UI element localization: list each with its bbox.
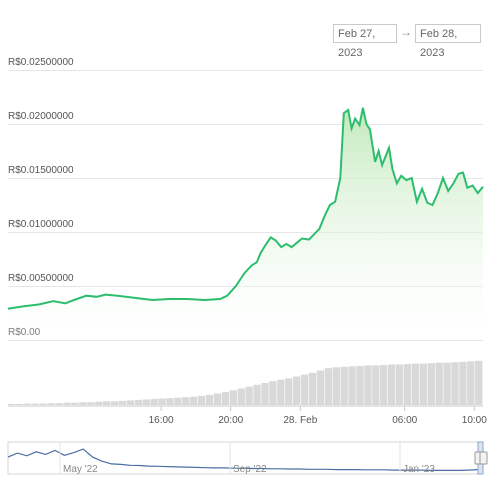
volume-bar (253, 384, 261, 405)
volume-bar (213, 393, 222, 405)
x-tick-label: 16:00 (149, 415, 174, 426)
y-tick-label: R$0.00500000 (8, 273, 74, 284)
navigator-tick-label: Jan '23 (403, 464, 435, 475)
volume-bar (245, 386, 253, 405)
volume-bar (87, 402, 95, 405)
volume-bar (364, 365, 372, 405)
x-tick-label: 20:00 (218, 415, 243, 426)
volume-bar (419, 363, 427, 405)
volume-bar (103, 401, 111, 405)
volume-bar (190, 396, 198, 405)
volume-bar (427, 363, 435, 405)
volume-bar (126, 400, 135, 405)
volume-bar (47, 403, 55, 405)
volume-bar (118, 400, 127, 405)
volume-bar (475, 360, 483, 405)
x-tick-label: 28. Feb (283, 415, 317, 426)
x-axis: 16:00 20:00 28. Feb 06:00 10:00 (149, 406, 487, 426)
volume-bar (174, 397, 182, 405)
volume-bar (277, 379, 285, 405)
volume-bar (15, 404, 24, 405)
volume-bar (411, 363, 420, 405)
volume-bar (237, 388, 245, 405)
y-tick-label: R$0.01000000 (8, 219, 74, 230)
volume-bar (285, 378, 293, 405)
volume-bar (110, 401, 119, 405)
volume-bar (451, 362, 459, 405)
navigator-right-handle[interactable] (479, 451, 488, 465)
volume-bar (79, 402, 87, 405)
volume-bar (39, 403, 47, 405)
volume-bar (55, 403, 63, 405)
volume-bar (348, 366, 356, 405)
volume-bar (388, 364, 396, 405)
volume-bar (467, 361, 475, 405)
volume-bar (198, 395, 206, 405)
volume-bar (316, 370, 325, 405)
volume-bar (63, 402, 71, 405)
volume-bar (150, 399, 158, 405)
volume-bar (403, 364, 412, 405)
volume-bar (459, 361, 467, 405)
volume-bar (269, 381, 277, 405)
volume-bar (134, 399, 142, 405)
volume-bar (31, 403, 40, 405)
volume-bar (332, 367, 340, 405)
x-tick-label: 10:00 (462, 415, 487, 426)
volume-bar (229, 390, 237, 405)
date-range-start[interactable]: Feb 27, 2023 (333, 24, 397, 59)
navigator-axis: May '22 Sep '22 Jan '23 (59, 442, 435, 475)
volume-bar (372, 365, 380, 405)
volume-bar (71, 402, 79, 405)
volume-bar (300, 374, 309, 405)
y-tick-label: R$0.01500000 (8, 165, 74, 176)
y-tick-label: R$0.02000000 (8, 111, 74, 122)
y-tick-label: R$0.02500000 (8, 57, 74, 68)
volume-bar (166, 398, 174, 405)
volume-bar (380, 364, 388, 405)
volume-bar (261, 382, 269, 405)
volume-bar (221, 392, 230, 405)
price-area (8, 107, 483, 340)
volume-bar (435, 362, 443, 405)
volume-bar (443, 362, 451, 405)
y-axis: R$0.00R$0.00500000R$0.01000000R$0.015000… (8, 57, 74, 338)
volume-bar (293, 376, 301, 405)
navigator-tick-label: Sep '22 (233, 464, 267, 475)
volume-bar (205, 394, 214, 405)
volume-bar (356, 365, 364, 405)
volume-bar (23, 403, 32, 405)
date-range-arrow-icon: → (400, 25, 412, 39)
volume-bar (142, 399, 150, 405)
volume-bar (340, 366, 348, 405)
navigator-tick-label: May '22 (63, 464, 98, 475)
volume-bar (8, 404, 16, 405)
volume-bar (308, 372, 317, 405)
volume-bars (8, 360, 483, 405)
volume-bar (324, 368, 332, 405)
volume-bar (158, 398, 166, 405)
date-range-end[interactable]: Feb 28, 2023 (415, 24, 481, 59)
volume-bar (395, 364, 404, 405)
volume-bar (95, 401, 103, 405)
price-line (7, 107, 484, 310)
volume-bar (182, 397, 190, 405)
x-tick-label: 06:00 (392, 415, 417, 426)
navigator[interactable]: May '22 Sep '22 Jan '23 (7, 441, 488, 475)
